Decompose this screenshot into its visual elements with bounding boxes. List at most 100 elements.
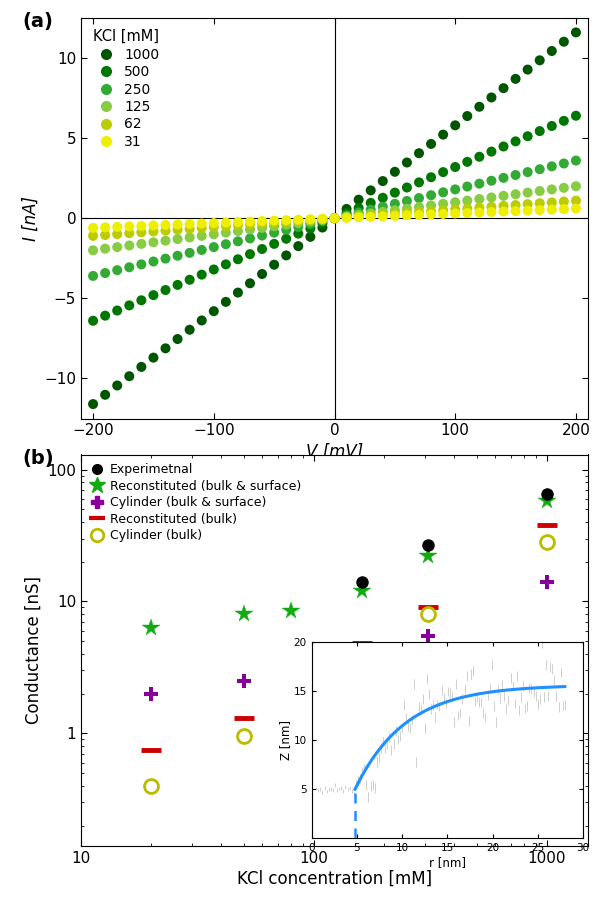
Point — [281, 213, 291, 228]
Point — [511, 167, 520, 182]
Reconstituted (bulk) — [425, 602, 432, 613]
Point — [535, 124, 545, 139]
Point — [451, 202, 460, 217]
Reconstituted (bulk) — [148, 744, 155, 755]
Point — [330, 212, 340, 226]
Point — [257, 242, 267, 256]
Point — [378, 204, 388, 219]
Point — [354, 210, 364, 224]
Point — [185, 221, 194, 236]
Point — [149, 235, 158, 249]
Point — [137, 219, 146, 233]
Point — [475, 176, 484, 191]
Point — [342, 210, 352, 224]
Point — [547, 202, 557, 217]
Point — [330, 212, 340, 226]
Point — [173, 278, 182, 293]
Point — [161, 341, 170, 356]
Point — [511, 72, 520, 86]
Point — [257, 229, 267, 243]
Point — [233, 215, 243, 230]
Point — [317, 212, 327, 227]
Point — [571, 202, 581, 216]
Point — [475, 192, 484, 206]
Point — [559, 113, 569, 128]
Reconstituted (bulk & surface) — [148, 623, 155, 634]
Point — [245, 214, 255, 229]
Point — [511, 134, 520, 148]
Point — [342, 206, 352, 220]
Point — [426, 198, 436, 212]
Point — [390, 196, 400, 211]
Point — [112, 227, 122, 241]
Point — [439, 128, 448, 142]
Point — [124, 369, 134, 383]
Point — [571, 25, 581, 40]
Point — [487, 174, 496, 188]
Point — [100, 388, 110, 402]
Point — [317, 212, 327, 226]
Cylinder (bulk) — [544, 537, 551, 548]
Point — [124, 226, 134, 240]
Point — [463, 179, 472, 194]
Point — [330, 212, 340, 226]
Point — [475, 201, 484, 215]
Point — [269, 226, 279, 240]
Point — [161, 233, 170, 248]
Point — [112, 263, 122, 277]
Point — [88, 229, 98, 243]
Point — [547, 159, 557, 174]
Point — [487, 205, 496, 220]
Text: (b): (b) — [23, 448, 55, 468]
Point — [197, 267, 206, 282]
Point — [451, 195, 460, 210]
Point — [137, 360, 146, 374]
Point — [402, 180, 412, 194]
Reconstituted (bulk) — [544, 519, 551, 530]
Point — [511, 198, 520, 212]
Point — [414, 176, 424, 190]
Point — [426, 170, 436, 184]
Point — [161, 218, 170, 232]
Point — [414, 205, 424, 220]
Point — [487, 190, 496, 204]
Legend: Experimetnal, Reconstituted (bulk & surface), Cylinder (bulk & surface), Reconst: Experimetnal, Reconstituted (bulk & surf… — [87, 461, 304, 544]
Reconstituted (bulk & surface) — [425, 551, 432, 562]
Point — [330, 212, 340, 226]
Point — [100, 309, 110, 323]
Point — [463, 206, 472, 220]
Point — [366, 206, 376, 220]
Cylinder (bulk & surface) — [148, 688, 155, 699]
Point — [88, 269, 98, 284]
Point — [293, 220, 303, 234]
Cylinder (bulk & surface) — [544, 577, 551, 588]
Point — [523, 197, 532, 211]
Point — [535, 162, 545, 176]
Point — [535, 53, 545, 68]
Point — [281, 248, 291, 263]
Experimetnal — [358, 577, 365, 588]
Point — [487, 200, 496, 214]
Point — [293, 212, 303, 227]
Experimetnal — [544, 489, 551, 500]
Point — [366, 202, 376, 217]
Y-axis label: Conductance [nS]: Conductance [nS] — [25, 576, 43, 724]
Point — [402, 206, 412, 220]
Cylinder (bulk & surface) — [240, 676, 247, 687]
Point — [88, 243, 98, 257]
Point — [112, 303, 122, 318]
Point — [511, 187, 520, 202]
Point — [571, 153, 581, 167]
Point — [342, 208, 352, 222]
Point — [305, 230, 315, 244]
Reconstituted (bulk) — [240, 713, 247, 724]
Point — [547, 44, 557, 58]
Point — [245, 222, 255, 237]
Point — [559, 157, 569, 171]
X-axis label: V [mV]: V [mV] — [306, 443, 363, 461]
Point — [426, 204, 436, 219]
Point — [402, 202, 412, 216]
Point — [233, 285, 243, 300]
Point — [330, 212, 340, 226]
Point — [245, 217, 255, 231]
